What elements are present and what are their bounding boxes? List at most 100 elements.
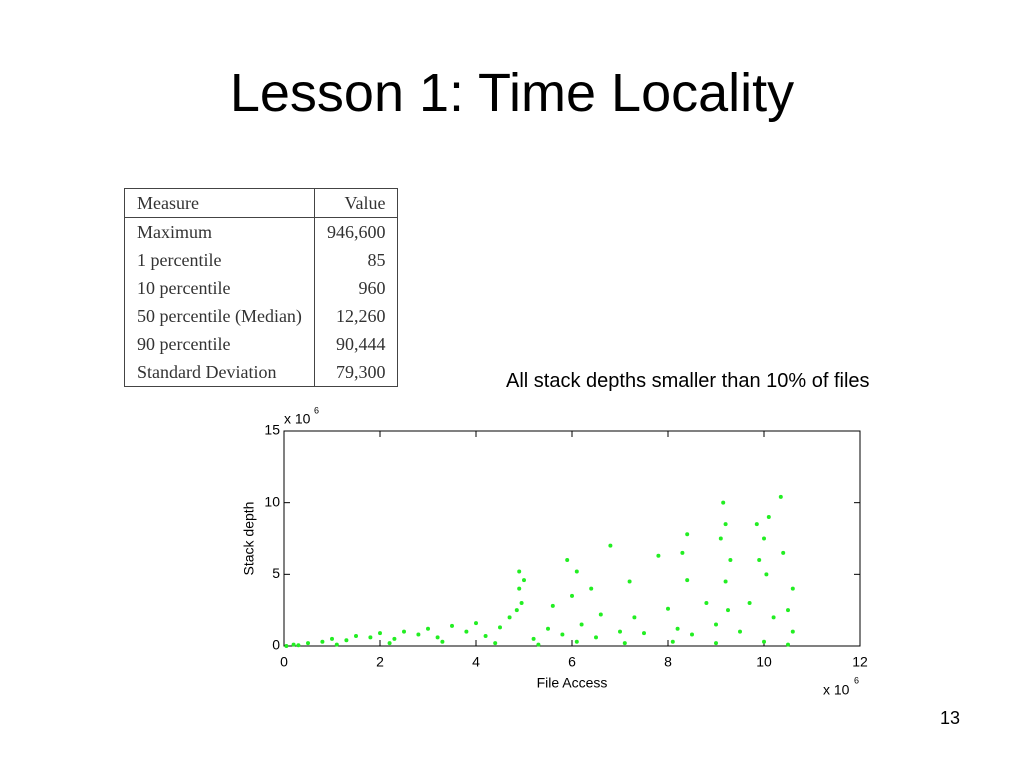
scatter-point: [680, 550, 685, 555]
scatter-point: [718, 536, 723, 541]
chart-note: All stack depths smaller than 10% of fil…: [506, 370, 870, 392]
table-cell: 79,300: [313, 358, 398, 387]
x-axis-label: File Access: [537, 675, 608, 691]
table-row: 10 percentile 960: [125, 274, 398, 302]
scatter-point: [589, 586, 594, 591]
scatter-point: [754, 522, 759, 527]
scatter-point: [574, 639, 579, 644]
scatter-point: [387, 641, 392, 646]
y-multiplier-exponent: 6: [314, 405, 319, 415]
scatter-point: [536, 642, 541, 647]
scatter-point: [498, 625, 502, 630]
table-cell: 10 percentile: [137, 278, 231, 298]
scatter-point: [354, 633, 358, 638]
y-multiplier: x 10: [284, 411, 311, 427]
scatter-point: [291, 642, 296, 647]
scatter-point: [747, 601, 752, 605]
table-row: 90 percentile 90,444: [125, 330, 398, 358]
scatter-point: [786, 608, 790, 613]
scatter-point: [721, 500, 726, 505]
x-tick-label: 6: [568, 654, 576, 670]
y-tick-label: 5: [272, 565, 280, 581]
header-cell: Measure: [124, 188, 315, 218]
scatter-point: [598, 612, 603, 617]
scatter-point: [435, 635, 440, 640]
scatter-point: [517, 586, 522, 591]
scatter-point: [771, 615, 776, 620]
slide-title: Lesson 1: Time Locality: [229, 63, 795, 123]
scatter-point: [344, 638, 349, 643]
scatter-point: [368, 635, 373, 640]
scatter-point: [608, 543, 613, 548]
scatter-point: [728, 558, 733, 562]
scatter-point: [675, 626, 680, 631]
scatter-point: [627, 579, 632, 584]
scatter-point: [330, 636, 334, 641]
scatter-point: [550, 603, 555, 608]
scatter-point: [474, 621, 478, 626]
scatter-point: [514, 608, 519, 613]
scatter-point: [766, 515, 771, 519]
y-tick-label: 15: [264, 422, 280, 438]
table-cell: 12,260: [313, 302, 398, 330]
scatter-point: [517, 569, 522, 574]
scatter-point: [531, 636, 536, 641]
scatter-point: [416, 632, 421, 637]
scatter-point: [296, 643, 301, 648]
scatter-point: [579, 622, 584, 627]
scatter-point: [685, 578, 690, 583]
stats-table: Measure Value Maximum 946,600 1 percentile 8…: [124, 188, 399, 387]
scatter-point: [622, 641, 627, 646]
scatter-point: [493, 641, 498, 646]
plot-frame: [283, 430, 861, 647]
scatter-point: [546, 626, 550, 631]
scatter-point: [522, 578, 526, 583]
scatter-point: [284, 644, 289, 648]
scatter-point: [790, 629, 795, 634]
table-cell: 85: [313, 246, 398, 274]
scatter-point: [714, 622, 718, 627]
table-cell: 1 percentile: [137, 250, 222, 270]
scatter-point: [656, 553, 661, 558]
scatter-point: [642, 631, 646, 636]
y-axis-label: Stack depth: [241, 502, 257, 576]
scatter-point: [757, 558, 762, 562]
scatter-point: [378, 631, 382, 636]
scatter-point: [483, 633, 488, 638]
scatter-point: [464, 629, 469, 634]
scatter-point: [560, 632, 565, 637]
scatter-point: [618, 629, 622, 634]
scatter-point: [764, 572, 769, 577]
table-row: Maximum 946,600: [125, 217, 398, 246]
scatter-point: [666, 606, 670, 611]
scatter-point: [402, 629, 406, 634]
scatter-point: [778, 494, 783, 499]
scatter-point: [426, 626, 430, 631]
header-row: Measure Value: [124, 188, 398, 218]
scatter-point: [594, 635, 598, 640]
scatter-point: [450, 623, 454, 628]
scatter-point: [704, 601, 709, 605]
table-cell: 90,444: [313, 330, 398, 358]
table-cell: 946,600: [313, 217, 398, 246]
scatter-point: [723, 522, 728, 527]
scatter-point: [320, 639, 325, 644]
x-tick-label: 4: [472, 654, 480, 670]
scatter-point: [570, 593, 574, 598]
table-cell: Standard Deviation: [137, 362, 277, 382]
scatter-point: [685, 532, 690, 537]
scatter-point: [762, 639, 766, 644]
scatter-point: [714, 641, 718, 646]
scatter-point: [786, 642, 790, 647]
scatter-point: [790, 586, 795, 591]
table-body: Maximum 946,600 1 percentile 85 10 percentil…: [125, 217, 398, 387]
x-tick-label: 10: [756, 654, 772, 670]
scatter-point: [507, 615, 512, 620]
table-row: Standard Deviation 79,300: [125, 358, 398, 387]
x-tick-label: 12: [852, 654, 868, 670]
scatter-point: [738, 629, 742, 634]
table-cell: Maximum: [137, 222, 212, 242]
scatter-point: [723, 579, 728, 584]
